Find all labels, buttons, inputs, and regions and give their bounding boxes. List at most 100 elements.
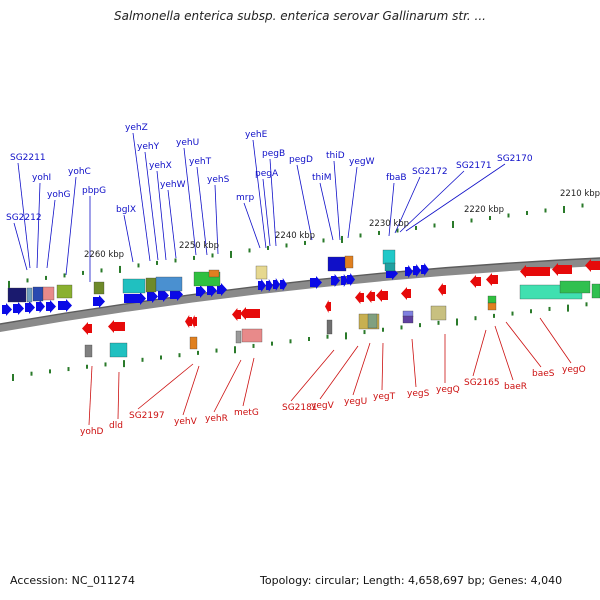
reverse-gene-arrow (585, 259, 600, 272)
tick-mark (285, 243, 288, 248)
leader-line (13, 222, 28, 271)
leader-line (213, 359, 242, 413)
function-box (591, 283, 600, 299)
forward-gene-arrow (147, 290, 158, 303)
reverse-gene-arrow (232, 308, 241, 321)
gene-label-yehZ: yehZ (125, 123, 148, 133)
leader-line (46, 199, 56, 269)
tick-mark (234, 346, 236, 354)
reverse-gene-arrow (325, 300, 331, 313)
tick-mark (433, 223, 436, 228)
leader-line (405, 163, 506, 232)
function-box (189, 336, 198, 350)
leader-line (290, 349, 335, 402)
tick-mark (178, 353, 181, 358)
gene-label-mrp: mrp (236, 193, 254, 203)
tick-mark (363, 330, 366, 335)
tick-mark (267, 245, 269, 250)
tick-mark (26, 278, 29, 283)
leader-line (252, 139, 267, 249)
gene-label-yegU: yegU (344, 397, 367, 407)
forward-gene-arrow (258, 279, 266, 292)
label-leader-lines (13, 132, 572, 426)
leader-line (388, 182, 395, 237)
gene-label-yegQ: yegQ (436, 385, 460, 395)
gene-label-SG2165: SG2165 (464, 378, 500, 388)
tick-mark (100, 268, 103, 273)
gene-label-yehV: yehV (174, 417, 198, 427)
tick-mark (215, 348, 218, 353)
forward-gene-arrow (421, 263, 429, 276)
tick-mark (493, 313, 495, 318)
tick-mark (341, 235, 343, 243)
forward-gene-arrow (341, 274, 348, 287)
tick-mark (82, 270, 84, 275)
function-box (84, 344, 93, 358)
tick-mark (382, 327, 384, 332)
gene-label-baeS: baeS (532, 369, 555, 379)
genome-backbone (0, 257, 600, 332)
forward-gene-arrow (25, 301, 35, 314)
tick-mark (452, 220, 454, 228)
function-box (32, 286, 44, 302)
tick-mark (456, 318, 458, 326)
lower-tick-track (12, 302, 588, 381)
gene-label-SG2211: SG2211 (10, 153, 46, 163)
tick-mark (563, 205, 565, 213)
gene-label-yehU: yehU (176, 138, 199, 148)
leader-line (472, 329, 487, 377)
leader-line (183, 147, 197, 256)
tick-mark (400, 325, 403, 330)
leader-line (167, 189, 177, 259)
gene-label-yohC: yohC (68, 167, 91, 177)
leader-line (243, 202, 261, 249)
function-box (326, 319, 333, 335)
reverse-gene-arrow (438, 283, 446, 296)
tick-mark (548, 306, 551, 311)
leader-line (494, 325, 514, 381)
function-box (344, 255, 354, 269)
function-box (26, 287, 33, 303)
reverse-gene-arrow (108, 320, 125, 333)
tick-mark (137, 263, 140, 268)
backbone-band (0, 258, 600, 332)
function-box (402, 315, 414, 324)
reverse-gene-arrow (355, 291, 364, 304)
genome-summary-text: Topology: circular; Length: 4,658,697 bp… (260, 574, 563, 587)
gene-label-yehS: yehS (207, 175, 230, 185)
reverse-gene-arrow (366, 290, 375, 303)
tick-mark (67, 367, 70, 372)
tick-mark (567, 304, 569, 312)
function-box (241, 328, 263, 343)
leader-line (411, 338, 417, 388)
gene-label-bglX: bglX (116, 205, 136, 215)
gene-label-SG2172: SG2172 (412, 167, 448, 177)
leader-line (333, 160, 341, 241)
tick-mark (419, 323, 421, 328)
leader-line (196, 166, 208, 256)
tick-mark (86, 364, 88, 369)
gene-label-yegT: yegT (373, 392, 396, 402)
gene-label-yehT: yehT (189, 157, 212, 167)
gene-label-yehX: yehX (149, 161, 172, 171)
reverse-gene-arrow (376, 289, 388, 302)
leader-line (269, 158, 277, 247)
leader-line (117, 371, 120, 420)
gene-label-SG2197: SG2197 (129, 411, 165, 421)
leader-line (123, 214, 134, 263)
leader-line (381, 342, 384, 391)
leader-line (132, 132, 151, 262)
leader-line (144, 151, 159, 261)
gene-label-yegV: yegV (311, 401, 335, 411)
tick-mark (160, 355, 162, 360)
tick-mark (511, 311, 514, 316)
leader-line (319, 345, 359, 400)
scale-label: 2260 kbp (84, 250, 124, 260)
leader-line (319, 182, 334, 241)
forward-gene-arrow (13, 302, 24, 315)
scale-label: 2210 kbp (560, 189, 600, 199)
leader-line (137, 363, 194, 410)
reverse-gene-arrow (82, 322, 92, 335)
forward-gene-arrow (310, 276, 322, 289)
leader-line (182, 365, 200, 416)
